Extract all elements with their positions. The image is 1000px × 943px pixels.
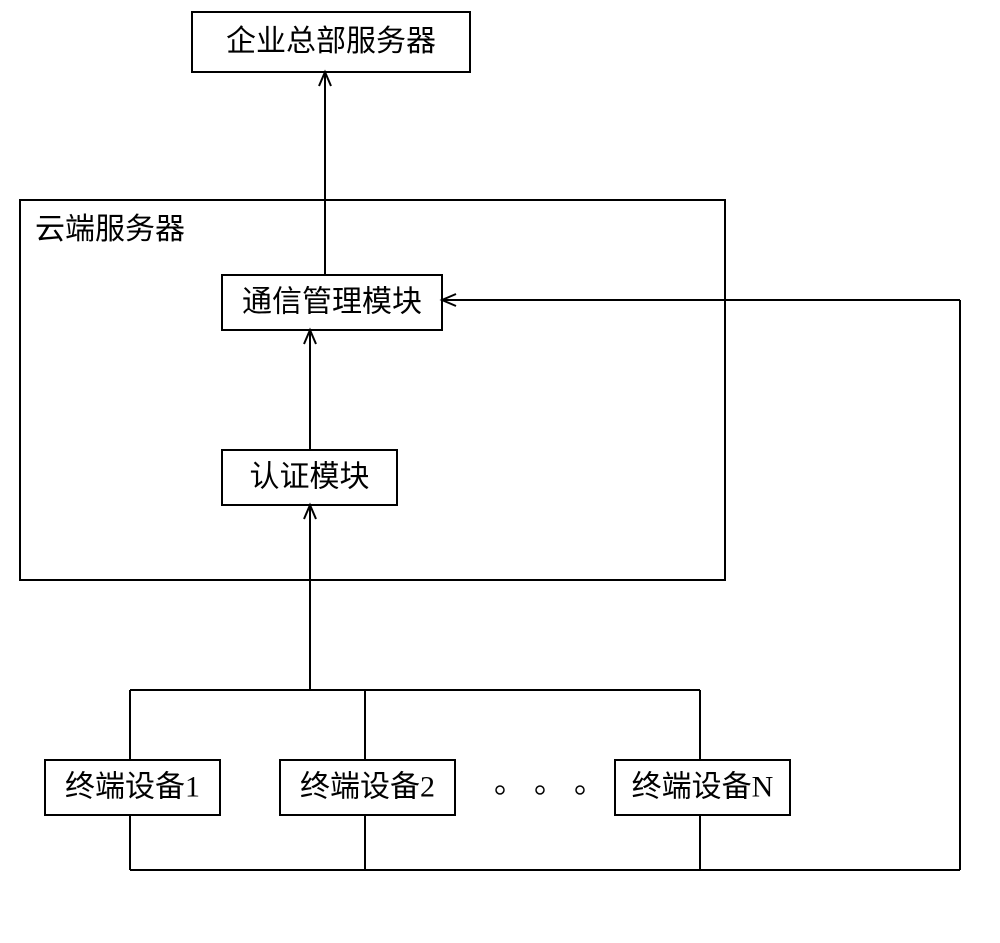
comm-label: 通信管理模块 <box>242 285 422 318</box>
t2-label: 终端设备2 <box>300 770 435 803</box>
tn-label: 终端设备N <box>632 770 774 803</box>
ellipsis-dot-0 <box>496 786 504 794</box>
auth-label: 认证模块 <box>250 460 370 493</box>
cloud-server-box <box>20 200 725 580</box>
t1-label: 终端设备1 <box>65 770 200 803</box>
cloud-server-label: 云端服务器 <box>35 213 185 246</box>
hq-label: 企业总部服务器 <box>226 25 436 58</box>
ellipsis-dot-2 <box>576 786 584 794</box>
architecture-diagram: 云端服务器 企业总部服务器通信管理模块认证模块终端设备1 终端设备2 终端设备N <box>0 0 1000 943</box>
ellipsis-dot-1 <box>536 786 544 794</box>
